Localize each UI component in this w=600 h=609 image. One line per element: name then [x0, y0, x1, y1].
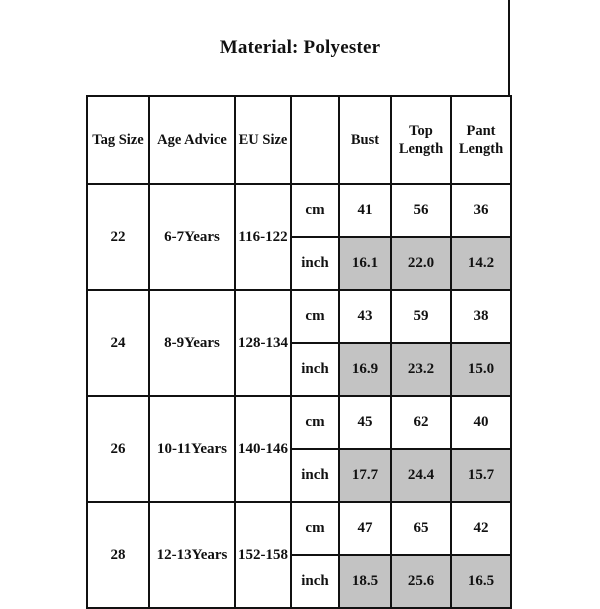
column-header-tag-size: Tag Size [86, 95, 150, 185]
cell-tag-size: 28 [86, 501, 150, 609]
cell-age-advice: 8-9Years [148, 289, 236, 397]
cell-pant-cm: 40 [450, 395, 512, 450]
cell-pant-inch: 15.0 [450, 342, 512, 397]
cell-top-inch: 23.2 [390, 342, 452, 397]
cell-eu-size: 152-158 [234, 501, 292, 609]
size-chart-table: Tag Size Age Advice EU Size Bust Top Len… [86, 95, 512, 609]
cell-age-advice: 6-7Years [148, 183, 236, 291]
cell-eu-size: 128-134 [234, 289, 292, 397]
cell-unit-inch: inch [290, 342, 340, 397]
cell-pant-cm: 36 [450, 183, 512, 238]
cell-eu-size: 140-146 [234, 395, 292, 503]
cell-unit-inch: inch [290, 236, 340, 291]
cell-top-cm: 59 [390, 289, 452, 344]
cell-top-inch: 24.4 [390, 448, 452, 503]
table-row: inch 16.1 22.0 14.2 [87, 236, 512, 291]
table-row: inch 17.7 24.4 15.7 [87, 448, 512, 503]
column-header-pant-length: Pant Length [450, 95, 512, 185]
cell-tag-size: 22 [86, 183, 150, 291]
cell-unit-cm: cm [290, 501, 340, 556]
cell-bust-inch: 18.5 [338, 554, 392, 609]
cell-unit-inch: inch [290, 554, 340, 609]
column-header-age-advice: Age Advice [148, 95, 236, 185]
cell-top-inch: 25.6 [390, 554, 452, 609]
page-title: Material: Polyester [219, 37, 381, 58]
cell-bust-cm: 43 [338, 289, 392, 344]
cell-pant-cm: 38 [450, 289, 512, 344]
cell-top-cm: 65 [390, 501, 452, 556]
cell-age-advice: 10-11Years [148, 395, 236, 503]
column-header-top-length: Top Length [390, 95, 452, 185]
cell-pant-inch: 14.2 [450, 236, 512, 291]
table-row: 28 12-13Years 152-158 cm 47 65 42 [86, 501, 512, 609]
top-edge-rule [508, 0, 510, 97]
cell-unit-cm: cm [290, 183, 340, 238]
table-row: 22 6-7Years 116-122 cm 41 56 36 [86, 183, 512, 291]
cell-pant-cm: 42 [450, 501, 512, 556]
column-header-bust: Bust [338, 95, 392, 185]
cell-top-cm: 62 [390, 395, 452, 450]
cell-eu-size: 116-122 [234, 183, 292, 291]
cell-top-inch: 22.0 [390, 236, 452, 291]
column-header-unit [290, 95, 340, 185]
cell-bust-cm: 41 [338, 183, 392, 238]
cell-bust-cm: 47 [338, 501, 392, 556]
cell-bust-inch: 17.7 [338, 448, 392, 503]
cell-pant-inch: 15.7 [450, 448, 512, 503]
cell-unit-cm: cm [290, 395, 340, 450]
column-header-eu-size: EU Size [234, 95, 292, 185]
cell-unit-inch: inch [290, 448, 340, 503]
table-row: 24 8-9Years 128-134 cm 43 59 38 [86, 289, 512, 397]
cell-top-cm: 56 [390, 183, 452, 238]
table-row: 26 10-11Years 140-146 cm 45 62 40 [86, 395, 512, 503]
cell-bust-inch: 16.1 [338, 236, 392, 291]
cell-tag-size: 26 [86, 395, 150, 503]
cell-pant-inch: 16.5 [450, 554, 512, 609]
cell-tag-size: 24 [86, 289, 150, 397]
cell-bust-cm: 45 [338, 395, 392, 450]
table-row: inch 16.9 23.2 15.0 [87, 342, 512, 397]
table-header-row: Tag Size Age Advice EU Size Bust Top Len… [86, 95, 512, 185]
cell-unit-cm: cm [290, 289, 340, 344]
cell-age-advice: 12-13Years [148, 501, 236, 609]
cell-bust-inch: 16.9 [338, 342, 392, 397]
